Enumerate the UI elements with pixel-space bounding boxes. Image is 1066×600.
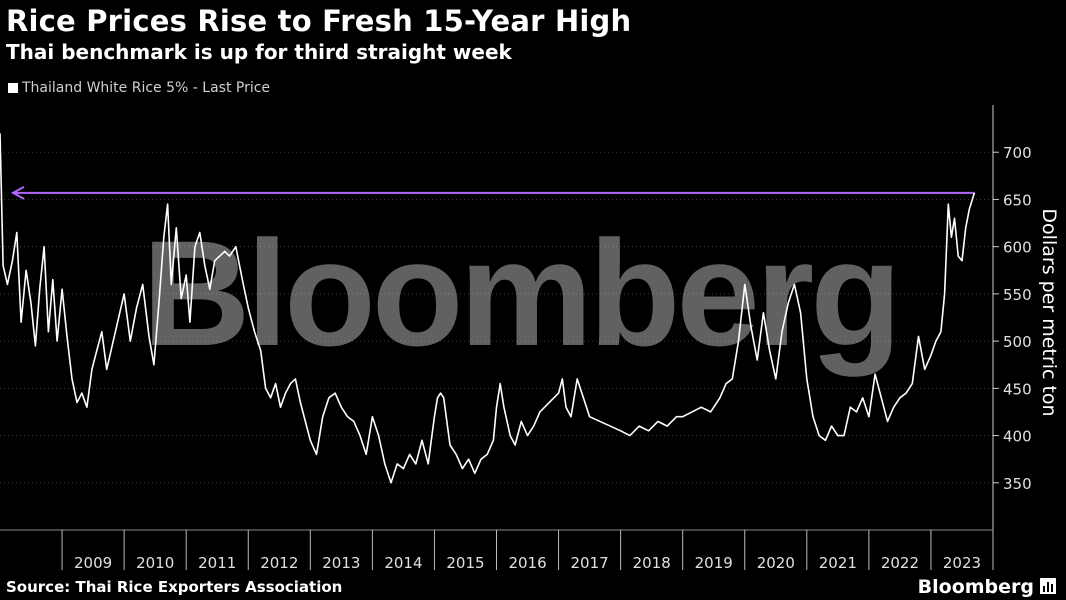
y-tick-label: 700 [1003, 144, 1032, 162]
x-tick-label: 2012 [260, 554, 298, 572]
x-tick-label: 2023 [943, 554, 981, 572]
y-tick-label: 650 [1003, 191, 1032, 209]
legend-label: Thailand White Rice 5% - Last Price [22, 80, 271, 96]
x-tick-label: 2009 [74, 554, 112, 572]
arrow-head [10, 185, 25, 200]
source-note: Source: Thai Rice Exporters Association [6, 578, 343, 596]
chart-title: Rice Prices Rise to Fresh 15-Year High [6, 4, 632, 38]
y-tick-label: 400 [1003, 428, 1032, 446]
legend: Thailand White Rice 5% - Last Price [8, 80, 270, 96]
legend-swatch [8, 83, 18, 93]
x-tick-label: 2016 [508, 554, 546, 572]
y-tick-label: 350 [1003, 475, 1032, 493]
brand-logo: Bloomberg [917, 576, 1034, 598]
x-tick-label: 2011 [198, 554, 236, 572]
x-tick-label: 2021 [819, 554, 857, 572]
x-tick-label: 2018 [633, 554, 671, 572]
x-tick-label: 2015 [446, 554, 484, 572]
x-tick-label: 2017 [571, 554, 609, 572]
chart-subtitle: Thai benchmark is up for third straight … [6, 40, 512, 64]
series-line [0, 133, 976, 484]
x-tick-label: 2014 [384, 554, 422, 572]
watermark: Bloomberg [142, 209, 898, 377]
y-axis-label: Dollars per metric ton [1038, 208, 1060, 416]
y-tick-label: 450 [1003, 380, 1032, 398]
y-tick-label: 600 [1003, 239, 1032, 257]
x-tick-label: 2019 [695, 554, 733, 572]
y-tick-label: 500 [1003, 333, 1032, 351]
x-tick-label: 2020 [757, 554, 795, 572]
y-tick-label: 550 [1003, 286, 1032, 304]
x-tick-label: 2013 [322, 554, 360, 572]
bar-chart-icon [1040, 578, 1056, 594]
x-tick-label: 2010 [136, 554, 174, 572]
x-tick-label: 2022 [881, 554, 919, 572]
